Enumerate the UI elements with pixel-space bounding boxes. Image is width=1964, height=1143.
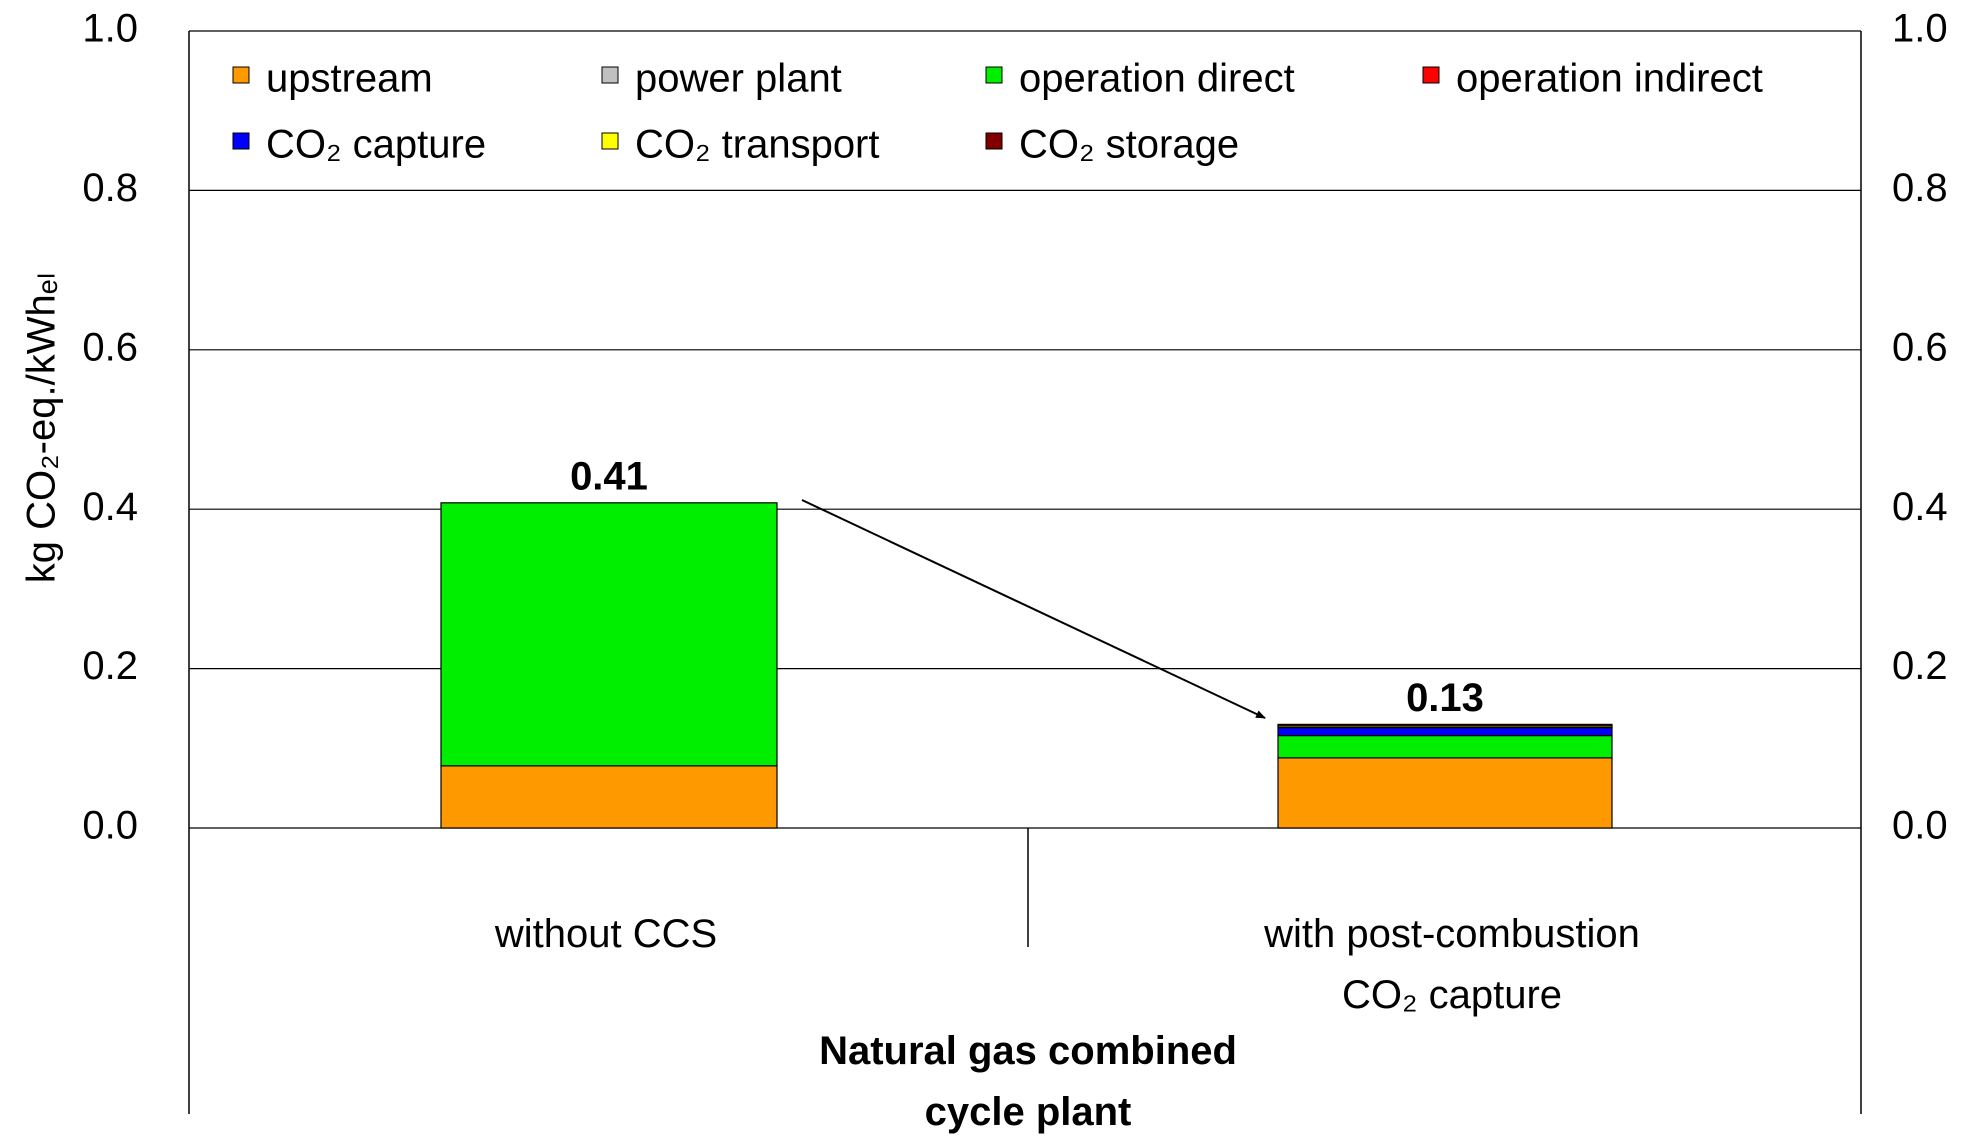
legend-swatch (601, 132, 619, 150)
bar-segment (1277, 734, 1613, 759)
y-tick-label: 1.0 (82, 7, 138, 51)
bar-segment (440, 502, 778, 767)
bar-segment (440, 765, 778, 829)
y2-tick-label: 0.8 (1892, 166, 1948, 210)
legend-swatch (601, 66, 619, 84)
y-tick-label: 0.4 (82, 485, 138, 529)
y-tick-label: 0.0 (82, 804, 138, 848)
y2-tick-label: 1.0 (1892, 7, 1948, 51)
total-label: 0.13 (1406, 676, 1484, 720)
bar-segment (1277, 757, 1613, 829)
x-axis-title: Natural gas combined cycle plant (819, 1029, 1237, 1134)
legend-label: CO₂ storage (1019, 123, 1239, 167)
legend-swatch (985, 66, 1003, 84)
y-tick-label: 0.8 (82, 166, 138, 210)
legend-label: CO₂ capture (266, 123, 486, 167)
y-axis-label: kg CO₂-eq./kWhₑₗ (20, 273, 64, 583)
bar-segment (1277, 723, 1613, 727)
y-tick-label: 0.2 (82, 644, 138, 688)
legend-label: upstream (266, 57, 433, 101)
legend-swatch (985, 132, 1003, 150)
y2-tick-label: 0.2 (1892, 644, 1948, 688)
legend-swatch (232, 132, 250, 150)
y2-tick-label: 0.0 (1892, 804, 1948, 848)
y2-tick-label: 0.6 (1892, 325, 1948, 369)
legend-label: CO₂ transport (635, 123, 880, 167)
x-category-label: with post-combustion CO₂ capture (1264, 912, 1640, 1017)
bar-segment (1277, 726, 1613, 737)
total-label: 0.41 (570, 454, 648, 498)
y2-tick-label: 0.4 (1892, 485, 1948, 529)
arrow (801, 499, 1266, 719)
legend-swatch (232, 66, 250, 84)
legend-label: operation direct (1019, 57, 1295, 101)
legend-label: power plant (635, 57, 842, 101)
y-tick-label: 0.6 (82, 325, 138, 369)
legend-swatch (1422, 66, 1440, 84)
legend-label: operation indirect (1456, 57, 1763, 101)
x-category-label: without CCS (494, 912, 718, 956)
